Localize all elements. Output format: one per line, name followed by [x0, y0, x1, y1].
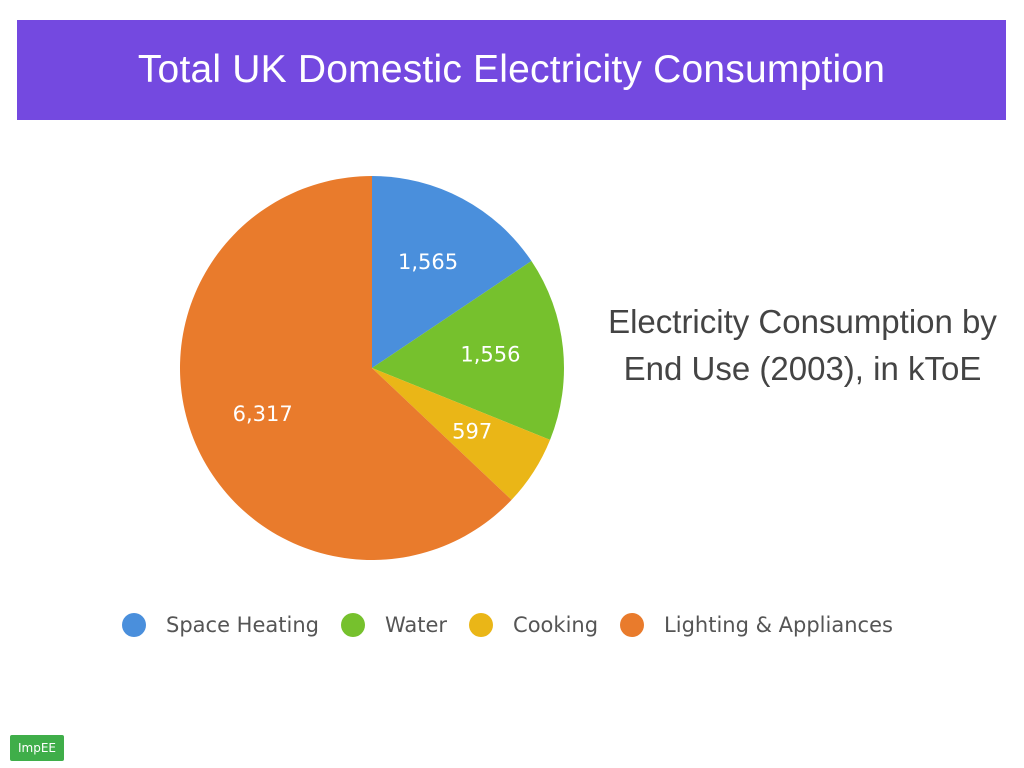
legend-item-space-heating: Space Heating: [122, 613, 319, 637]
pie-label-cooking: 597: [452, 419, 492, 443]
pie-slice-lighting-and-appliances: [180, 176, 512, 560]
legend-swatch: [122, 613, 146, 637]
impee-logo: ImpEE: [10, 735, 64, 761]
pie-slice-cooking: [372, 368, 551, 500]
legend-label: Space Heating: [166, 613, 319, 637]
chart-caption: Electricity Consumption by End Use (2003…: [608, 303, 997, 387]
legend-item-lighting-and-appliances: Lighting & Appliances: [620, 613, 893, 637]
legend-swatch: [340, 613, 365, 637]
pie-slice-space-heating: [372, 176, 532, 368]
chart-legend: Space Heating Water Cooking Lighting & Appl…: [122, 610, 915, 640]
pie-slice-water: [372, 261, 564, 440]
pie-label-water: 1,556: [460, 343, 520, 367]
pie-chart: 1,565 1,556 597 6,317: [180, 176, 564, 560]
legend-item-water: Water: [340, 613, 448, 637]
legend-label: Cooking: [513, 613, 599, 637]
slide-title: Total UK Domestic Electricity Consumptio…: [137, 48, 886, 91]
pie-label-space-heating: 1,565: [398, 250, 458, 274]
legend-item-cooking: Cooking: [469, 613, 598, 637]
title-bar: Total UK Domestic Electricity Consumptio…: [17, 20, 1006, 120]
legend-swatch: [620, 613, 645, 637]
legend-swatch: [469, 613, 494, 637]
pie-label-lighting-and-appliances: 6,317: [233, 402, 293, 426]
legend-label: Lighting & Appliances: [664, 613, 893, 637]
legend-label: Water: [384, 613, 448, 637]
